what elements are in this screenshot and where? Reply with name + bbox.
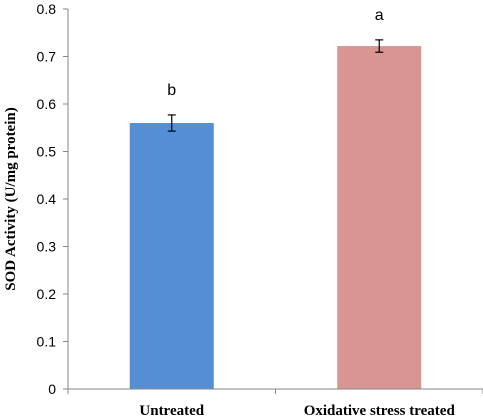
y-tick-label: 0 xyxy=(48,381,56,397)
y-tick-label: 0.1 xyxy=(37,334,57,350)
y-tick-label: 0.8 xyxy=(37,1,57,17)
bars xyxy=(129,46,422,390)
y-tick-label: 0.2 xyxy=(37,286,57,302)
x-category-label-1: Untreated xyxy=(139,403,204,419)
bar-2 xyxy=(337,46,422,390)
bar-1 xyxy=(129,123,214,389)
y-tick-label: 0.6 xyxy=(37,96,57,112)
significance-labels: ba xyxy=(167,7,384,99)
x-axis-categories: Untreated Oxidative stress treated xyxy=(139,403,455,419)
y-tick-label: 0.4 xyxy=(37,191,57,207)
significance-label-1: b xyxy=(167,82,176,99)
x-category-label-2: Oxidative stress treated xyxy=(304,403,456,419)
y-tick-label: 0.3 xyxy=(37,239,57,255)
y-axis-ticks: 0 0.1 0.2 0.3 0.4 0.5 0.6 0.7 0.8 xyxy=(37,1,483,397)
significance-label-2: a xyxy=(375,7,384,24)
error-bar-1 xyxy=(167,114,176,132)
error-bars xyxy=(167,39,384,132)
error-bar-2 xyxy=(375,39,384,53)
y-tick-label: 0.5 xyxy=(37,144,57,160)
y-axis-title: SOD Activity (U/mg protein) xyxy=(3,107,19,290)
y-tick-label: 0.7 xyxy=(37,49,57,65)
